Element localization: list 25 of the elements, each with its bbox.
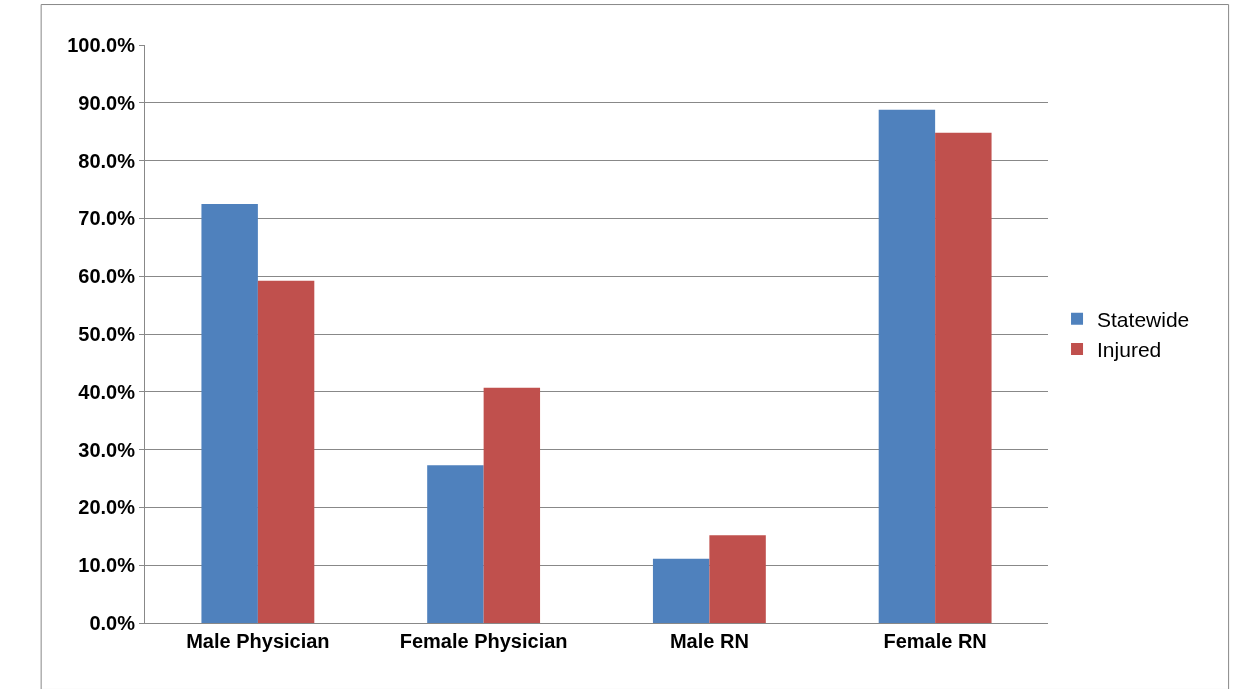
y-tick-label: 80.0% [78, 149, 136, 172]
y-tick-label: 50.0% [78, 323, 136, 345]
bar [201, 203, 258, 623]
y-tick-label: 70.0% [78, 207, 136, 230]
x-tick-label: Female RN [883, 630, 987, 652]
y-tick-label: 20.0% [78, 496, 136, 519]
bar [878, 109, 936, 623]
y-tick-label: 90.0% [78, 91, 136, 114]
bar [427, 465, 484, 623]
x-tick-label: Male Physician [186, 630, 330, 652]
y-tick-label: 0.0% [89, 612, 136, 634]
y-tick-label: 40.0% [78, 380, 136, 403]
legend-label: Statewide [1097, 307, 1190, 331]
bar [709, 535, 766, 623]
legend-label: Injured [1097, 338, 1162, 362]
y-tick-label: 60.0% [78, 265, 136, 288]
bar [935, 132, 992, 623]
y-tick-label: 10.0% [78, 554, 136, 577]
bar [257, 280, 315, 623]
bar [652, 558, 710, 623]
bar [483, 387, 541, 623]
x-tick-label: Female Physician [399, 630, 568, 652]
x-tick-label: Male RN [669, 630, 749, 652]
y-tick-label: 100.0% [67, 34, 136, 56]
y-tick-label: 30.0% [78, 438, 136, 461]
